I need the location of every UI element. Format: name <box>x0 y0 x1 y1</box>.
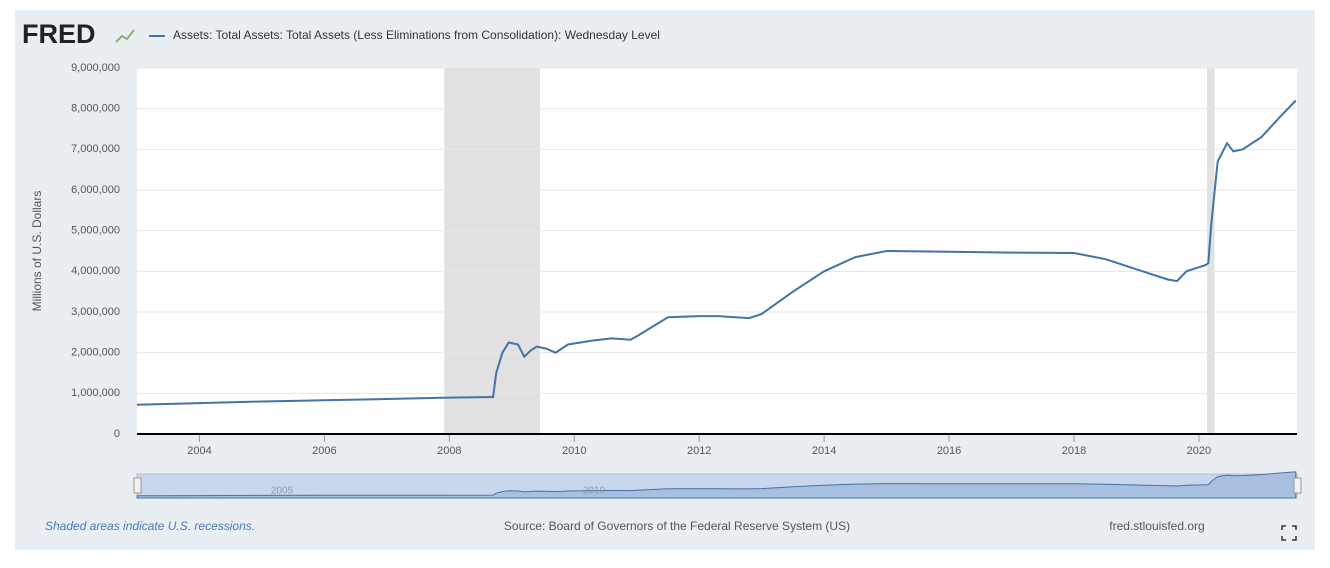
y-tick-label: 4,000,000 <box>71 265 120 277</box>
navigator-handle <box>1293 477 1302 494</box>
legend-label: Assets: Total Assets: Total Assets (Less… <box>173 28 660 42</box>
y-tick-label: 0 <box>114 428 120 440</box>
y-tick-label: 8,000,000 <box>71 103 120 115</box>
navigator-area <box>136 471 1297 499</box>
y-tick-label: 3,000,000 <box>71 306 120 318</box>
navigator-label: 2010 <box>583 486 606 497</box>
source: Source: Board of Governors of the Federa… <box>504 519 850 533</box>
x-tick-label: 2006 <box>312 445 336 457</box>
x-tick-label: 2008 <box>437 445 461 457</box>
fullscreen-button[interactable] <box>1281 525 1297 541</box>
logo[interactable]: FRED <box>22 19 96 49</box>
navigator-label: 2005 <box>271 486 294 497</box>
y-axis-label: Millions of U.S. Dollars <box>30 191 44 312</box>
y-tick-label: 9,000,000 <box>71 62 120 74</box>
y-tick-label: 1,000,000 <box>71 387 120 399</box>
x-tick-label: 2004 <box>187 445 211 457</box>
x-tick-label: 2020 <box>1187 445 1211 457</box>
recession-note: Shaded areas indicate U.S. recessions. <box>45 519 255 533</box>
x-tick-label: 2018 <box>1062 445 1086 457</box>
recession-band <box>444 68 540 434</box>
y-tick-label: 6,000,000 <box>71 184 120 196</box>
x-tick-label: 2016 <box>937 445 961 457</box>
series-line <box>136 99 1297 406</box>
plot-area <box>137 68 1297 434</box>
recession-band <box>1207 68 1215 434</box>
x-tick-label: 2010 <box>562 445 586 457</box>
x-tick-label: 2012 <box>687 445 711 457</box>
navigator-handle <box>133 477 142 494</box>
logo-icon <box>115 29 135 43</box>
y-tick-label: 5,000,000 <box>71 225 120 237</box>
site-link[interactable]: fred.stlouisfed.org <box>1109 519 1204 533</box>
x-tick-label: 2014 <box>812 445 836 457</box>
y-tick-label: 2,000,000 <box>71 347 120 359</box>
y-tick-label: 7,000,000 <box>71 143 120 155</box>
